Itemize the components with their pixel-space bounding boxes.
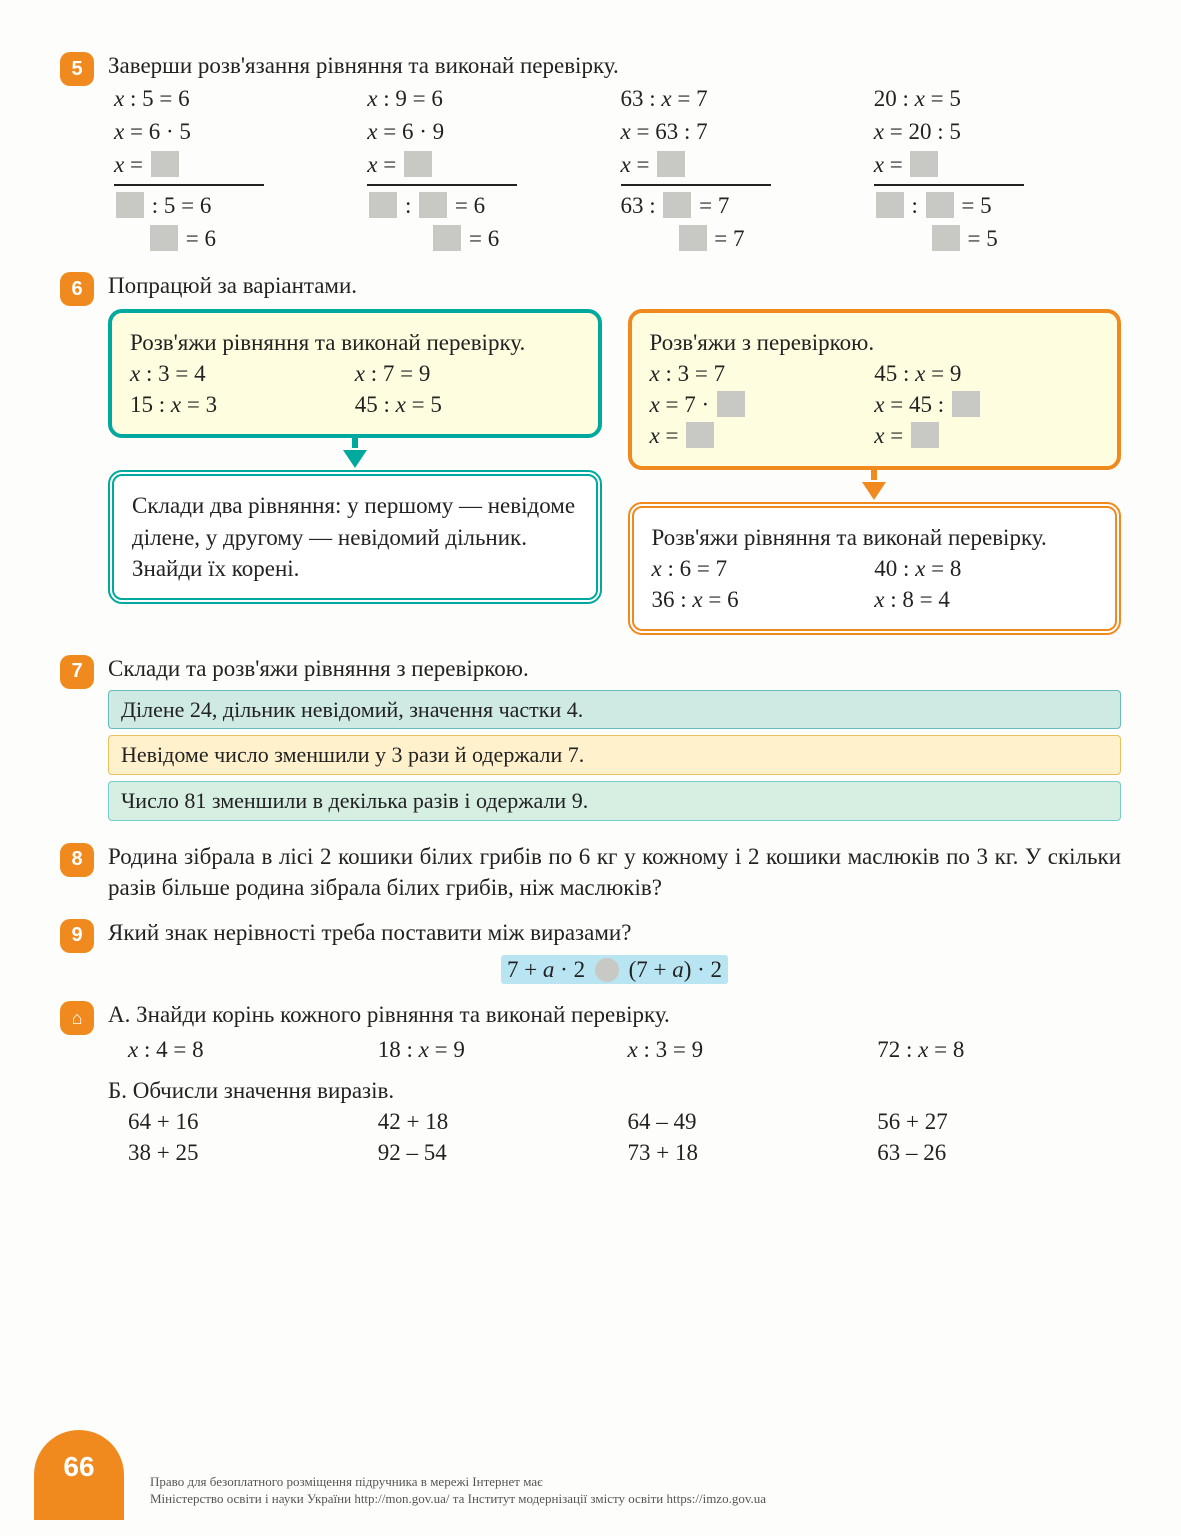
task7-title: Склади та розв'яжи рівняння з перевіркою… [108, 653, 1121, 684]
page-number: 66 [34, 1430, 124, 1520]
task-home: ⌂ А. Знайди корінь кожного рівняння та в… [60, 999, 1121, 1168]
badge-8: 8 [60, 843, 94, 877]
badge-9: 9 [60, 919, 94, 953]
t6-lt-intro: Розв'яжи рівняння та виконай перевірку. [130, 327, 580, 358]
box-orange-top: Розв'яжи з перевіркою. x : 3 = 7 x = 7 ·… [628, 309, 1122, 469]
badge-home: ⌂ [60, 1001, 94, 1035]
task-9: 9 Який знак нерівності треба поставити м… [60, 917, 1121, 985]
badge-6: 6 [60, 272, 94, 306]
bar-3: Число 81 зменшили в декілька разів і оде… [108, 781, 1121, 821]
t6-rb-intro: Розв'яжи рівняння та виконай перевірку. [652, 522, 1098, 553]
taskA-title: А. Знайди корінь кожного рівняння та вик… [108, 999, 1121, 1030]
bar-2: Невідоме число зменшили у 3 рази й одерж… [108, 735, 1121, 775]
badge-7: 7 [60, 655, 94, 689]
box-teal-bot: Склади два рівняння: у першому — невідом… [108, 470, 602, 603]
task6-title: Попрацюй за варіантами. [108, 270, 1121, 301]
task9-title: Який знак нерівності треба поставити між… [108, 917, 1121, 948]
footer: Право для безоплатного розміщення підруч… [150, 1474, 766, 1508]
task8-text: Родина зібрала в лісі 2 кошики білих гри… [108, 841, 1121, 903]
task-6: 6 Попрацюй за варіантами. Розв'яжи рівня… [60, 270, 1121, 638]
task5-title: Заверши розв'язання рівняння та виконай … [108, 50, 1121, 81]
task-8: 8 Родина зібрала в лісі 2 кошики білих г… [60, 841, 1121, 903]
box-orange-bot: Розв'яжи рівняння та виконай перевірку. … [628, 502, 1122, 635]
arrow-teal [343, 450, 367, 468]
taskB-title: Б. Обчисли значення виразів. [108, 1075, 1121, 1106]
task9-expr: 7 + a · 2 (7 + a) · 2 [108, 954, 1121, 985]
badge-5: 5 [60, 52, 94, 86]
task-5: 5 Заверши розв'язання рівняння та викона… [60, 50, 1121, 256]
t6-rt-intro: Розв'яжи з перевіркою. [650, 327, 1100, 358]
bar-1: Ділене 24, дільник невідомий, значення ч… [108, 690, 1121, 730]
task-7: 7 Склади та розв'яжи рівняння з перевірк… [60, 653, 1121, 827]
arrow-orange [862, 482, 886, 500]
task5-columns: x : 5 = 6 x = 6 · 5 x = : 5 = 6 = 6 x : … [108, 81, 1121, 256]
box-teal-top: Розв'яжи рівняння та виконай перевірку. … [108, 309, 602, 438]
